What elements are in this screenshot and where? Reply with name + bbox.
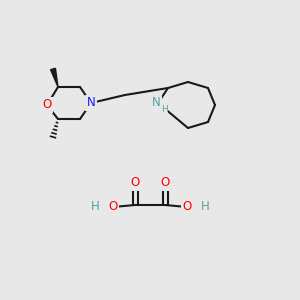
Text: O: O [42,98,52,112]
Polygon shape [51,68,58,87]
Text: O: O [130,176,140,190]
Text: O: O [108,200,118,214]
Text: N: N [152,97,160,110]
Text: H: H [201,200,209,214]
Text: H: H [91,200,99,214]
Text: N: N [87,97,95,110]
Text: H: H [160,106,167,115]
Text: O: O [182,200,192,214]
Text: O: O [160,176,169,190]
